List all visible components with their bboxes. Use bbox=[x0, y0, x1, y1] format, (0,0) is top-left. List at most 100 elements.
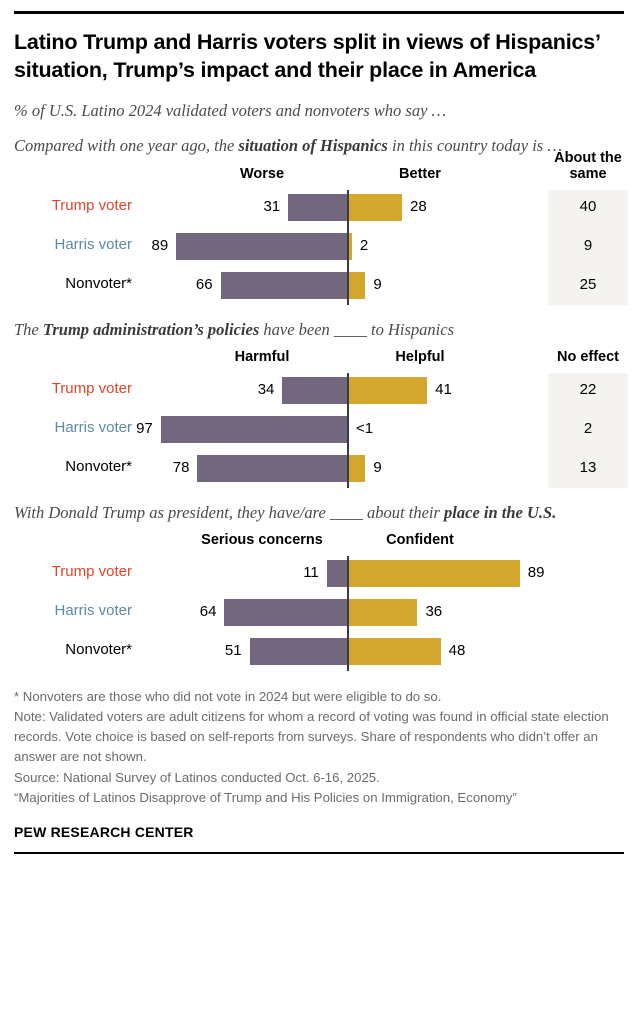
question-text-emphasis: situation of Hispanics bbox=[238, 136, 388, 156]
bar-left-value: 11 bbox=[303, 564, 319, 582]
bar-left-value: 64 bbox=[199, 603, 217, 621]
chart-row: Trump voter 11 89 bbox=[14, 554, 624, 593]
side-column-value: 9 bbox=[583, 236, 593, 254]
question-text-pre: The bbox=[14, 319, 43, 339]
side-column-background bbox=[548, 189, 628, 305]
bar-right bbox=[348, 193, 403, 221]
bar-right-value: 48 bbox=[448, 642, 466, 660]
bar-right-value: 41 bbox=[435, 381, 452, 398]
bar-right-value: 28 bbox=[410, 197, 427, 215]
chart-rows: Trump voter 11 89 Harris voter 64 36 Nonvoter*… bbox=[14, 554, 624, 672]
bar-left-value: 78 bbox=[172, 459, 190, 476]
bar-right bbox=[348, 232, 352, 260]
section-question: Compared with one year ago, the situatio… bbox=[14, 135, 624, 157]
row-category-label: Nonvoter* bbox=[65, 274, 132, 292]
question-text-pre: With Donald Trump as president, they hav… bbox=[14, 503, 445, 522]
footnote-note: Note: Validated voters are adult citizen… bbox=[14, 709, 609, 765]
chart-row: Nonvoter* 78 9 13 bbox=[14, 449, 624, 488]
chart-sections: Compared with one year ago, the situatio… bbox=[14, 135, 628, 672]
chart-subtitle: % of U.S. Latino 2024 validated voters a… bbox=[14, 101, 447, 121]
footnote-source: Source: National Survey of Latinos condu… bbox=[14, 769, 380, 785]
center-axis-line bbox=[347, 556, 349, 672]
side-column-value: 25 bbox=[579, 275, 597, 293]
chart-rows: Trump voter 34 41 22 Harris voter 97 <1 2 Nonvot… bbox=[14, 371, 628, 488]
bar-right bbox=[348, 377, 428, 404]
row-category-label: Harris voter bbox=[54, 602, 132, 620]
header-side-line1: No effect bbox=[556, 349, 620, 365]
row-category-label: Trump voter bbox=[51, 380, 132, 397]
header-right-category: Confident bbox=[386, 532, 454, 549]
bar-left-value: 97 bbox=[136, 420, 153, 437]
bar-left-value: 34 bbox=[257, 381, 275, 398]
row-category-label: Harris voter bbox=[54, 419, 132, 436]
bar-right-value: 9 bbox=[373, 275, 382, 293]
chart-row: Harris voter 89 2 9 bbox=[14, 227, 624, 266]
chart-row: Trump voter 31 28 40 bbox=[14, 188, 624, 227]
header-left-category: Worse bbox=[239, 165, 285, 182]
bar-left bbox=[288, 193, 348, 221]
footnote-report-title: “Majorities of Latinos Disapprove of Tru… bbox=[14, 789, 517, 805]
bar-left bbox=[160, 416, 348, 443]
bar-left-value: 31 bbox=[263, 197, 281, 215]
side-column-value: 40 bbox=[579, 197, 597, 215]
diverging-bar-chart: Worse Better About the same Trump voter 31 28 4… bbox=[14, 150, 628, 305]
center-axis-line bbox=[347, 373, 349, 488]
section-question: The Trump administration’s policies have… bbox=[14, 319, 624, 341]
bar-left bbox=[326, 560, 348, 588]
chart-column-headers: Harmful Helpful No effect bbox=[14, 349, 624, 371]
row-category-label: Nonvoter* bbox=[65, 458, 132, 475]
footnotes: * Nonvoters are those who did not vote i… bbox=[14, 687, 624, 807]
question-text-pre: Compared with one year ago, the bbox=[14, 136, 239, 156]
question-text-post: have been ____ to Hispanics bbox=[259, 319, 455, 339]
bottom-divider bbox=[14, 851, 624, 854]
bar-right bbox=[348, 560, 520, 588]
question-text-emphasis: place in the U.S. bbox=[444, 503, 557, 522]
row-category-label: Nonvoter* bbox=[65, 641, 132, 659]
side-column-background bbox=[548, 373, 628, 488]
question-text-emphasis: Trump administration’s policies bbox=[42, 319, 260, 339]
bar-left bbox=[249, 638, 348, 666]
chart-rows: Trump voter 31 28 40 Harris voter 89 2 9 Nonvote… bbox=[14, 188, 628, 305]
chart-row: Nonvoter* 66 9 25 bbox=[14, 266, 624, 305]
header-side-category: About the same bbox=[554, 150, 622, 183]
bar-right-value: 89 bbox=[527, 564, 545, 582]
header-left-category: Serious concerns bbox=[201, 532, 323, 549]
header-left-category: Harmful bbox=[234, 349, 290, 365]
chart-column-headers: Worse Better About the same bbox=[14, 150, 624, 188]
header-right-category: Better bbox=[399, 165, 441, 182]
chart-row: Harris voter 64 36 bbox=[14, 593, 624, 632]
bar-left bbox=[282, 377, 348, 404]
diverging-bar-chart: Harmful Helpful No effect Trump voter 34 41 22… bbox=[14, 349, 628, 488]
header-right-category: Helpful bbox=[395, 349, 445, 365]
header-side-line1: About the bbox=[554, 149, 622, 166]
bar-right bbox=[348, 455, 366, 482]
bar-right-value: 36 bbox=[425, 603, 443, 621]
bar-left-value: 66 bbox=[195, 275, 213, 293]
top-divider bbox=[14, 11, 624, 14]
chart-section: With Donald Trump as president, they hav… bbox=[14, 502, 624, 672]
chart-column-headers: Serious concerns Confident bbox=[14, 532, 624, 554]
footnote-nonvoter: * Nonvoters are those who did not vote i… bbox=[14, 689, 442, 705]
bar-right bbox=[348, 271, 366, 299]
bar-left-value: 51 bbox=[224, 642, 242, 660]
chart-row: Nonvoter* 51 48 bbox=[14, 632, 624, 671]
pew-research-center-brand: PEW RESEARCH CENTER bbox=[14, 823, 194, 840]
bar-left-value: 89 bbox=[151, 236, 169, 254]
side-column-value: 22 bbox=[579, 381, 597, 398]
side-column-value: 13 bbox=[579, 459, 597, 476]
center-axis-line bbox=[347, 189, 349, 305]
infographic-page: Latino Trump and Harris voters split in … bbox=[0, 11, 638, 1034]
bar-right-value: 2 bbox=[359, 236, 369, 254]
bar-right-value: <1 bbox=[356, 420, 374, 437]
chart-row: Harris voter 97 <1 2 bbox=[14, 410, 624, 449]
row-category-label: Trump voter bbox=[51, 196, 132, 214]
bar-left bbox=[220, 271, 348, 299]
chart-section: The Trump administration’s policies have… bbox=[14, 319, 628, 488]
section-question: With Donald Trump as president, they hav… bbox=[14, 502, 624, 524]
header-side-category: No effect bbox=[557, 349, 619, 365]
bar-right bbox=[348, 599, 418, 627]
chart-row: Trump voter 34 41 22 bbox=[14, 371, 624, 410]
bar-left bbox=[176, 232, 348, 260]
question-text-post: in this country today is … bbox=[387, 136, 563, 156]
diverging-bar-chart: Serious concerns Confident Trump voter 11 89… bbox=[14, 532, 624, 672]
